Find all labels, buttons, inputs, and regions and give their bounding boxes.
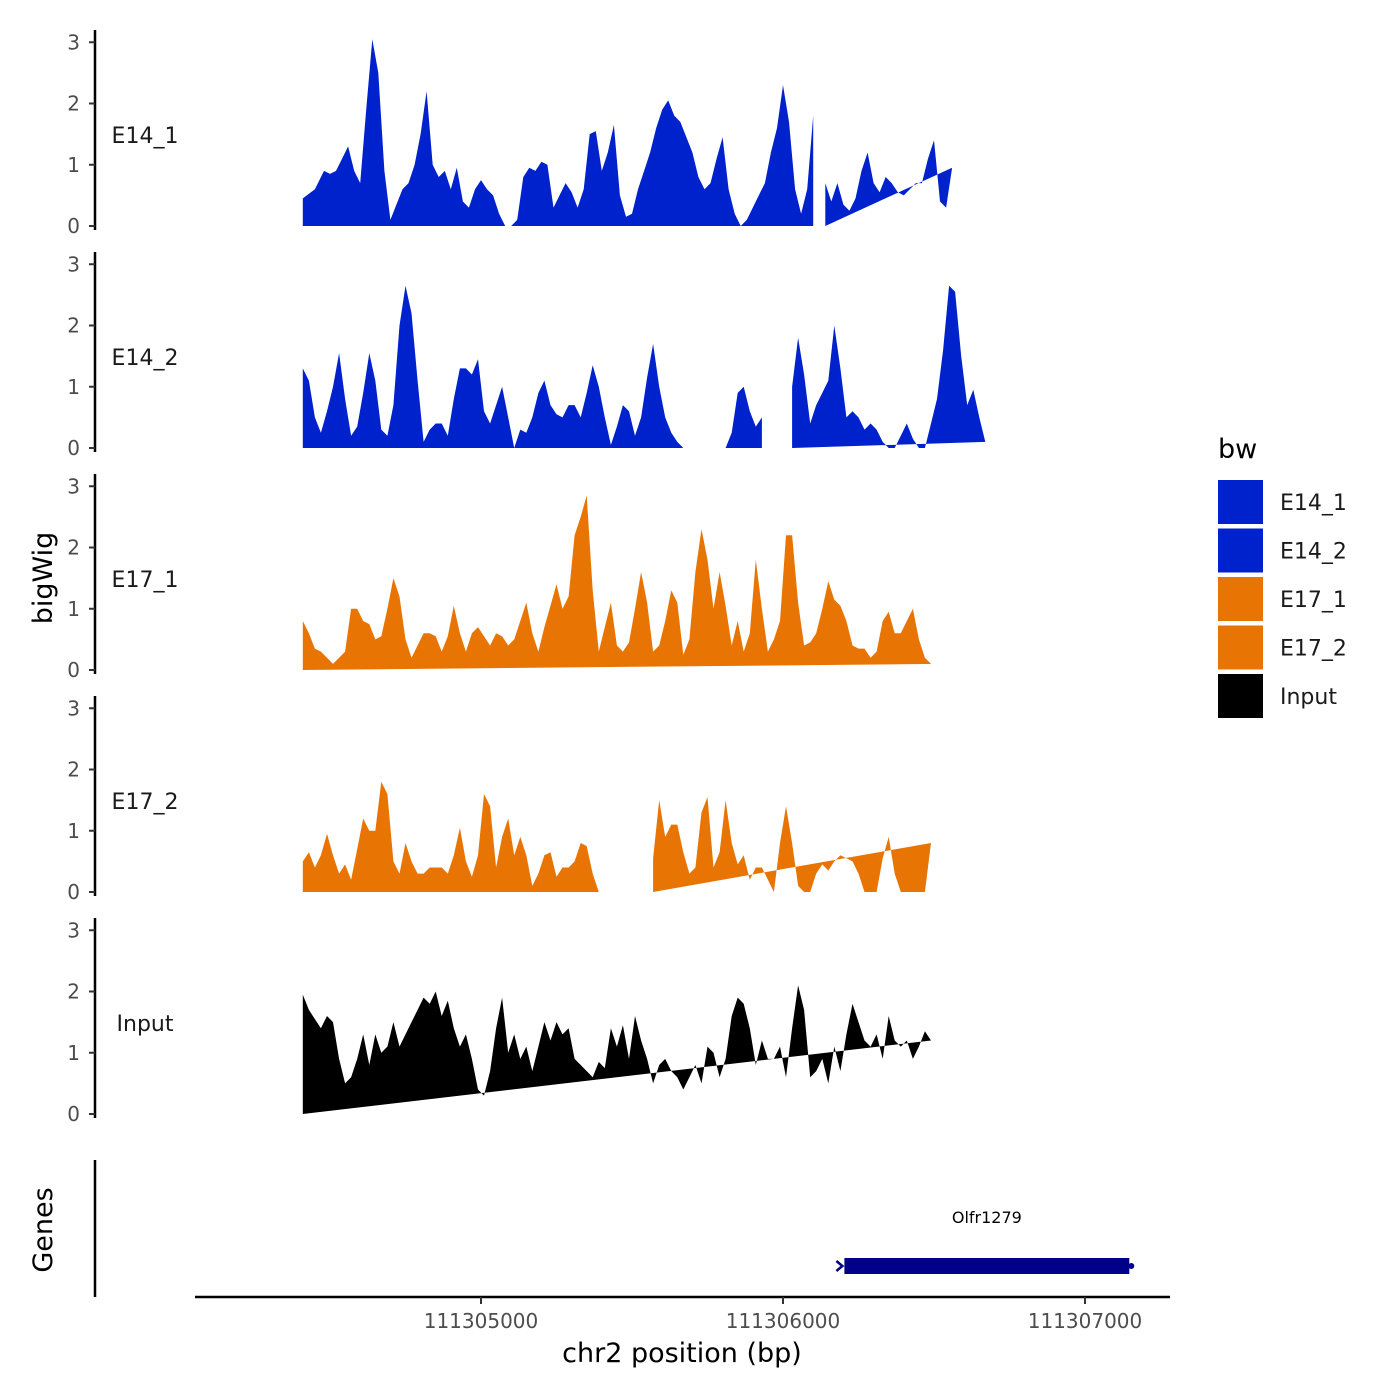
y-axis-title: bigWig bbox=[28, 532, 59, 625]
y-tick-label: 1 bbox=[67, 375, 80, 399]
legend-label: Input bbox=[1280, 685, 1337, 710]
signal-area bbox=[302, 285, 762, 448]
x-tick-label: 111307000 bbox=[1028, 1309, 1143, 1333]
x-axis-title: chr2 position (bp) bbox=[562, 1338, 802, 1369]
track-panel-input: 0 1 2 3 Input bbox=[67, 918, 931, 1126]
y-tick-label: 2 bbox=[67, 758, 80, 782]
y-tick-label: 1 bbox=[67, 1041, 80, 1065]
signal-area bbox=[792, 285, 986, 448]
track-label: E17_2 bbox=[112, 790, 179, 815]
legend-swatch-e17-2 bbox=[1218, 625, 1263, 670]
signal-area bbox=[302, 985, 931, 1114]
track-label: E14_1 bbox=[112, 124, 179, 149]
legend-title: bw bbox=[1218, 434, 1257, 465]
y-tick-label: 3 bbox=[67, 918, 80, 942]
gene-label: Olfr1279 bbox=[952, 1208, 1022, 1227]
legend-swatch-e14-2 bbox=[1218, 528, 1263, 573]
y-tick-label: 2 bbox=[67, 980, 80, 1004]
legend-label: E14_1 bbox=[1280, 491, 1347, 516]
y-tick-label: 1 bbox=[67, 597, 80, 621]
track-panel-e17-1: 0 1 2 3 E17_1 bbox=[67, 474, 937, 682]
legend-label: E17_1 bbox=[1280, 588, 1347, 613]
legend: bw E14_1 E14_2 E17_1 E17_2 Input bbox=[1218, 434, 1347, 718]
track-panel-e14-1: 0 1 2 3 E14_1 bbox=[67, 30, 953, 238]
y-tick-label: 2 bbox=[67, 314, 80, 338]
y-tick-label: 0 bbox=[67, 436, 80, 460]
y-tick-label: 0 bbox=[67, 880, 80, 904]
signal-area bbox=[653, 797, 931, 892]
legend-label: E17_2 bbox=[1280, 637, 1347, 662]
track-label: E14_2 bbox=[112, 346, 179, 371]
track-label: Input bbox=[117, 1012, 174, 1037]
gene-end-marker bbox=[1128, 1263, 1135, 1269]
x-tick-label: 111306000 bbox=[726, 1309, 841, 1333]
y-tick-label: 1 bbox=[67, 153, 80, 177]
x-axis: 111305000 111306000 111307000 bbox=[195, 1295, 1170, 1333]
x-tick-label: 111305000 bbox=[424, 1309, 539, 1333]
track-panel-e14-2: 0 1 2 3 E14_2 bbox=[67, 252, 986, 460]
y-tick-label: 3 bbox=[67, 696, 80, 720]
track-panel-e17-2: 0 1 2 3 E17_2 bbox=[67, 696, 931, 904]
y-tick-label: 3 bbox=[67, 474, 80, 498]
y-tick-label: 0 bbox=[67, 658, 80, 682]
y-tick-label: 2 bbox=[67, 92, 80, 116]
track-label: E17_1 bbox=[112, 568, 179, 593]
gene-body bbox=[844, 1258, 1130, 1274]
y-tick-label: 0 bbox=[67, 1102, 80, 1126]
legend-swatch-e14-1 bbox=[1218, 480, 1263, 524]
gene-start-arrow bbox=[835, 1260, 845, 1272]
gene-panel: Olfr1279 bbox=[93, 1160, 1135, 1297]
legend-swatch-e17-1 bbox=[1218, 577, 1263, 621]
signal-area bbox=[302, 495, 937, 670]
signal-area bbox=[825, 140, 953, 226]
y-tick-label: 2 bbox=[67, 536, 80, 560]
track-panels: 0 1 2 3 E14_1 0 1 2 3 E14_2 0 1 2 3 E17_1 0 1 2 3 E17_2 0 1 2 3… bbox=[67, 30, 986, 1126]
signal-area bbox=[302, 39, 814, 227]
y-tick-label: 1 bbox=[67, 819, 80, 843]
y-tick-label: 3 bbox=[67, 30, 80, 54]
genes-axis-title: Genes bbox=[28, 1187, 59, 1272]
legend-label: E14_2 bbox=[1280, 540, 1347, 565]
signal-area bbox=[302, 781, 617, 892]
y-tick-label: 3 bbox=[67, 252, 80, 276]
legend-swatch-input bbox=[1218, 674, 1263, 718]
y-tick-label: 0 bbox=[67, 214, 80, 238]
